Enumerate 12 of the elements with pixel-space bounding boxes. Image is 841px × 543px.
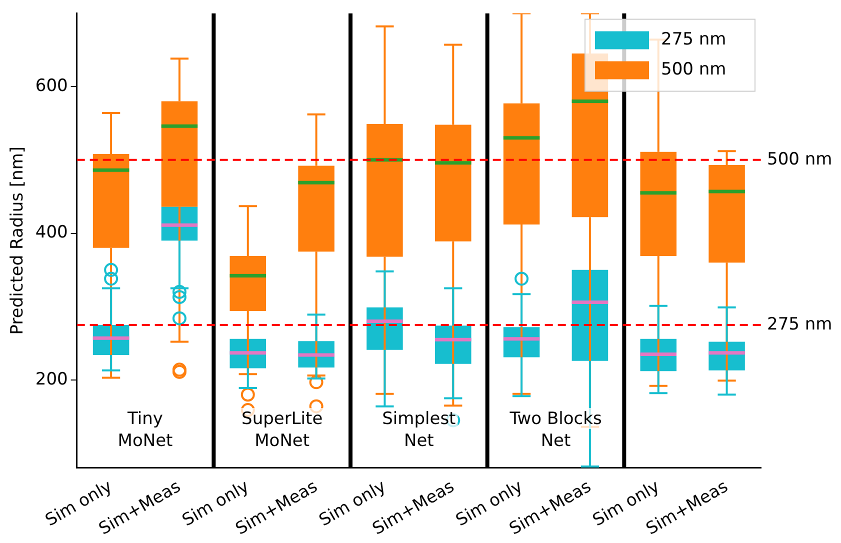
annotation: SuperLite MoNet (242, 408, 323, 451)
annotation: Two Blocks Net (508, 408, 602, 451)
y-tick-label: 600 (35, 76, 68, 96)
y-tick-label: 400 (35, 222, 68, 243)
ref-line-label: 275 nm (767, 314, 832, 334)
legend-label: 500 nm (661, 60, 726, 80)
annotation: Tiny MoNet (118, 408, 174, 451)
annotation: Simplest Net (382, 408, 456, 451)
y-axis-title: Predicted Radius [nm] (8, 146, 28, 335)
y-tick-label: 200 (35, 369, 68, 390)
ref-line-label: 500 nm (767, 149, 832, 170)
legend-label: 275 nm (661, 30, 726, 50)
